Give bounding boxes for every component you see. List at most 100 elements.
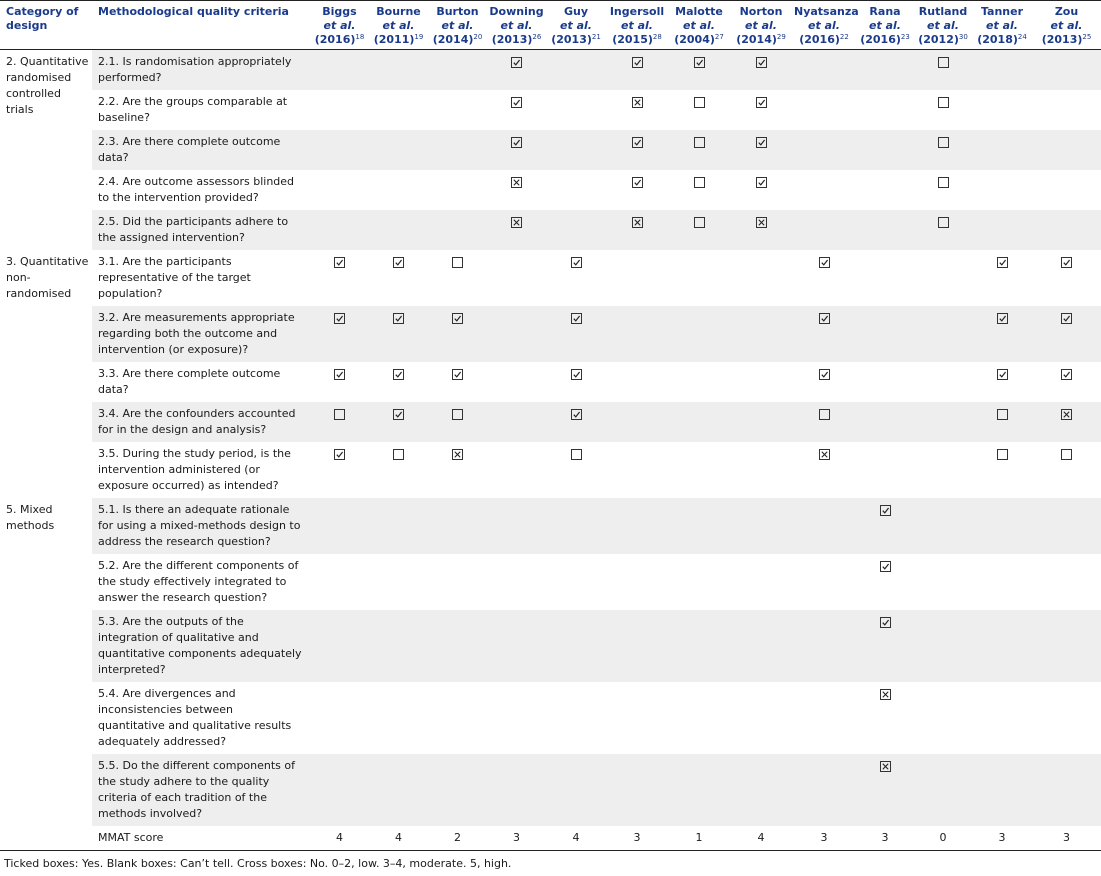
crossed-box-icon xyxy=(1061,409,1072,420)
rating-cell xyxy=(310,250,369,306)
rating-cell xyxy=(546,362,606,402)
rating-cell xyxy=(730,90,792,130)
study-year-wrap: (2012)30 xyxy=(916,33,970,47)
checked-box-icon xyxy=(570,369,582,380)
rating-cell xyxy=(668,402,730,442)
rating-cell xyxy=(487,210,546,250)
rating-cell xyxy=(428,250,487,306)
rating-cell xyxy=(1032,754,1101,826)
rating-cell xyxy=(972,682,1032,754)
rating-cell xyxy=(606,170,668,210)
blank-box-icon xyxy=(937,177,949,188)
study-name: Ingersoll xyxy=(609,5,665,18)
table-row: 5. Mixed methods 5.1. Is there an adequat… xyxy=(0,498,1101,826)
rating-cell xyxy=(606,498,668,554)
rating-cell xyxy=(1032,170,1101,210)
crossed-box-icon xyxy=(879,689,891,700)
crossed-box-icon xyxy=(511,177,522,188)
rating-cell xyxy=(914,442,972,498)
rating-cell xyxy=(369,130,428,170)
column-header-study: Bourne et al. (2011)19 xyxy=(369,0,428,50)
rating-cell xyxy=(428,210,487,250)
crossed-box-icon xyxy=(511,217,522,228)
score-value: 3 xyxy=(972,826,1032,851)
empty-cell xyxy=(0,826,92,851)
rating-cell xyxy=(487,306,546,362)
checked-box-icon xyxy=(1061,257,1072,268)
rating-cell xyxy=(914,554,972,610)
rating-cell xyxy=(606,306,668,362)
rating-cell xyxy=(1032,402,1101,442)
rating-cell xyxy=(310,682,369,754)
rating-cell xyxy=(1032,362,1101,402)
column-header-study: Malotte et al. (2004)27 xyxy=(668,0,730,50)
checked-box-icon xyxy=(631,177,643,188)
study-year-wrap: (2004)27 xyxy=(670,33,728,47)
et-al-label: et al. xyxy=(323,19,356,32)
rating-cell xyxy=(730,250,792,306)
rating-cell xyxy=(428,754,487,826)
score-value: 0 xyxy=(914,826,972,851)
checked-box-icon xyxy=(693,57,705,68)
checked-box-icon xyxy=(334,257,345,268)
blank-box-icon xyxy=(452,409,463,420)
rating-cell xyxy=(856,610,914,682)
study-reference: 19 xyxy=(414,33,424,41)
et-al-label: et al. xyxy=(683,19,715,32)
rating-cell xyxy=(310,402,369,442)
checked-box-icon xyxy=(818,369,830,380)
checked-box-icon xyxy=(755,57,767,68)
rating-cell xyxy=(856,90,914,130)
rating-cell xyxy=(369,682,428,754)
rating-cell xyxy=(1032,682,1101,754)
rating-cell xyxy=(856,306,914,362)
crossed-box-icon xyxy=(631,97,643,108)
rating-cell xyxy=(972,250,1032,306)
rating-cell xyxy=(668,610,730,682)
study-year-wrap: (2013)26 xyxy=(489,33,544,47)
criterion-cell: 2.1. Is randomisation appropriately perf… xyxy=(92,49,310,90)
table-header: Category of design Methodological qualit… xyxy=(0,0,1101,50)
rating-cell xyxy=(792,754,856,826)
rating-cell xyxy=(1032,250,1101,306)
study-year: (2016) xyxy=(860,33,901,46)
rating-cell xyxy=(668,754,730,826)
rating-cell xyxy=(546,554,606,610)
score-value: 3 xyxy=(1032,826,1101,851)
score-value: 3 xyxy=(487,826,546,851)
study-year-wrap: (2018)24 xyxy=(974,33,1030,47)
rating-cell xyxy=(856,362,914,402)
rating-cell xyxy=(668,306,730,362)
rating-cell xyxy=(972,90,1032,130)
score-value: 4 xyxy=(546,826,606,851)
rating-cell xyxy=(914,90,972,130)
crossed-box-icon xyxy=(879,761,891,772)
rating-cell xyxy=(369,170,428,210)
rating-cell xyxy=(856,442,914,498)
rating-cell xyxy=(914,498,972,554)
rating-cell xyxy=(310,49,369,90)
blank-box-icon xyxy=(693,137,705,148)
rating-cell xyxy=(668,682,730,754)
rating-cell xyxy=(310,130,369,170)
score-value: 4 xyxy=(730,826,792,851)
et-al-label: et al. xyxy=(869,19,901,32)
rating-cell xyxy=(546,49,606,90)
study-name: Bourne xyxy=(376,5,421,18)
rating-cell xyxy=(730,49,792,90)
rating-cell xyxy=(428,130,487,170)
rating-cell xyxy=(310,362,369,402)
rating-cell xyxy=(546,754,606,826)
study-year: (2013) xyxy=(551,33,592,46)
criterion-cell: 5.3. Are the outputs of the integration … xyxy=(92,610,310,682)
study-reference: 23 xyxy=(900,33,910,41)
blank-box-icon xyxy=(937,57,949,68)
rating-cell xyxy=(310,554,369,610)
score-value: 3 xyxy=(856,826,914,851)
rating-cell xyxy=(428,442,487,498)
study-name: Malotte xyxy=(675,5,723,18)
rating-cell xyxy=(1032,130,1101,170)
rating-cell xyxy=(914,682,972,754)
rating-cell xyxy=(487,754,546,826)
checked-box-icon xyxy=(334,313,345,324)
